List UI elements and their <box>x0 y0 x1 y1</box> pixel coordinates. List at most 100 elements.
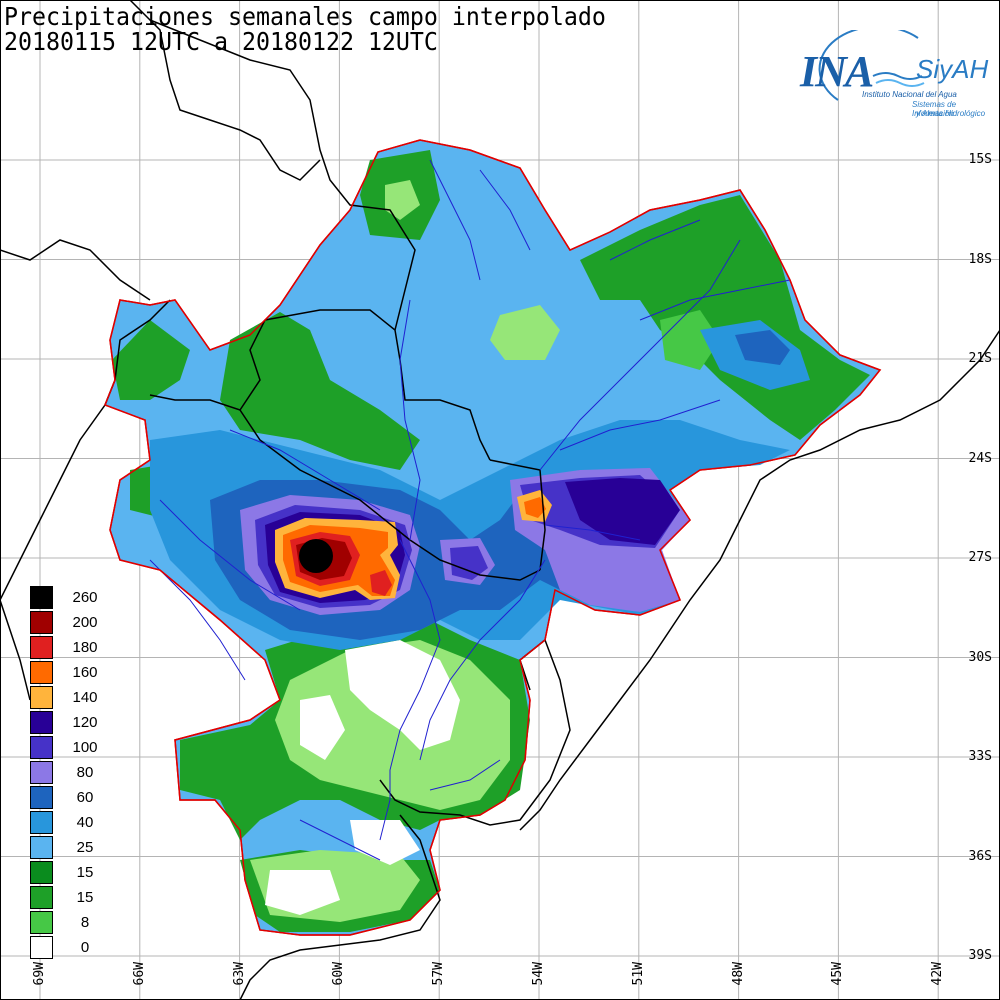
field-0mm-south <box>345 640 460 750</box>
legend-swatch <box>30 911 53 934</box>
river-paraguay <box>399 299 421 541</box>
legend-label: 60 <box>76 789 94 806</box>
river-north-a <box>429 159 481 281</box>
field-15mm-north <box>220 312 420 470</box>
river-parana-upper <box>539 239 741 471</box>
legend-row: 25 <box>30 835 117 860</box>
lon-label: 42W <box>930 962 946 986</box>
logo-arc-icon <box>818 30 925 101</box>
lon-label: 51W <box>630 962 646 986</box>
field-260mm-peak <box>299 539 333 573</box>
lat-label: 33S <box>968 749 992 764</box>
lat-label: 24S <box>968 450 992 466</box>
river-parana <box>379 539 441 841</box>
lon-label: 48W <box>730 962 746 986</box>
lon-label: 63W <box>231 962 247 986</box>
legend-label: 15 <box>76 864 94 881</box>
legend-row: 120 <box>30 710 117 735</box>
field-8mm-ne <box>385 180 420 220</box>
legend-swatch <box>30 736 53 759</box>
border-bolivia-paraguay <box>264 309 491 461</box>
river-pilcomayo <box>229 429 381 511</box>
river-grande <box>639 279 791 321</box>
legend-row: 40 <box>30 810 117 835</box>
logo-subtitle-1: Instituto Nacional del Agua <box>862 90 957 99</box>
legend-swatch <box>30 936 53 959</box>
river-south <box>299 819 381 861</box>
legend-row: 140 <box>30 685 117 710</box>
logo-subtitle-3: y Alerta Hidrológico <box>916 109 986 118</box>
border-brazil-paraguay <box>149 19 416 331</box>
legend-row: 8 <box>30 910 117 935</box>
legend-swatch <box>30 786 53 809</box>
legend-swatch <box>30 711 53 734</box>
legend-label: 140 <box>72 689 98 706</box>
legend-row: 15 <box>30 885 117 910</box>
legend-row: 0 <box>30 935 117 960</box>
lon-label: 57W <box>431 962 447 986</box>
field-100mm-mid <box>450 546 488 580</box>
field-60mm-east <box>735 330 790 365</box>
ina-siyah-logo: INA SiyAH Instituto Nacional del Agua Si… <box>798 30 998 130</box>
field-120mm-east <box>565 478 680 545</box>
precipitation-legend: 260 200 180 160 140 120 100 80 60 40 25 15 15 8 0 <box>30 585 117 960</box>
legend-label: 0 <box>80 939 90 956</box>
river-tiete <box>559 399 721 451</box>
logo-siyah-text: SiyAH <box>916 54 989 84</box>
river-negro <box>429 759 501 791</box>
legend-row: 15 <box>30 860 117 885</box>
legend-row: 80 <box>30 760 117 785</box>
legend-swatch <box>30 661 53 684</box>
legend-swatch <box>30 686 53 709</box>
coast-atlantic <box>519 329 1000 831</box>
river-paranaiba <box>609 219 701 261</box>
river-iguazu <box>544 524 641 541</box>
lon-label: 69W <box>32 962 47 986</box>
lat-label: 39S <box>968 948 992 963</box>
logo-ina-text: INA <box>800 47 874 96</box>
lat-label: 27S <box>968 550 992 565</box>
legend-row: 260 <box>30 585 117 610</box>
legend-swatch <box>30 811 53 834</box>
lat-label: 15S <box>968 152 992 167</box>
field-160mm-east <box>524 497 546 518</box>
lon-label: 54W <box>531 962 546 986</box>
legend-label: 160 <box>72 664 98 681</box>
legend-label: 180 <box>72 639 98 656</box>
river-uruguay <box>419 559 546 761</box>
field-8mm-center <box>490 305 560 360</box>
legend-label: 260 <box>72 589 98 606</box>
rivers <box>149 159 791 861</box>
legend-row: 180 <box>30 635 117 660</box>
border-argentina-chile <box>0 299 171 601</box>
border-peru-bolivia <box>0 239 151 301</box>
lat-label: 21S <box>968 351 992 366</box>
legend-swatch <box>30 586 53 609</box>
field-15mm-west <box>112 320 190 400</box>
legend-swatch <box>30 636 53 659</box>
coast-rio-plata <box>239 814 441 1000</box>
river-bermejo <box>159 499 301 611</box>
legend-label: 15 <box>76 889 94 906</box>
lon-label: 60W <box>331 962 347 986</box>
legend-row: 200 <box>30 610 117 635</box>
border-north <box>129 0 321 181</box>
legend-row: 160 <box>30 660 117 685</box>
legend-swatch <box>30 761 53 784</box>
river-north-b <box>479 169 531 251</box>
field-0mm-west <box>300 695 345 760</box>
precipitation-field <box>104 139 882 936</box>
lat-label: 36S <box>968 848 992 864</box>
legend-label: 100 <box>72 739 98 756</box>
border-brazil-argentina <box>489 459 546 571</box>
river-salado <box>149 559 246 681</box>
lon-label: 45W <box>830 962 846 986</box>
legend-swatch <box>30 836 53 859</box>
legend-label: 200 <box>72 614 98 631</box>
domain-outline <box>104 139 882 936</box>
legend-label: 8 <box>80 914 90 931</box>
lat-label: 30S <box>968 649 992 665</box>
legend-swatch <box>30 861 53 884</box>
logo-subtitle-2: Sistemas de Información <box>912 100 957 118</box>
